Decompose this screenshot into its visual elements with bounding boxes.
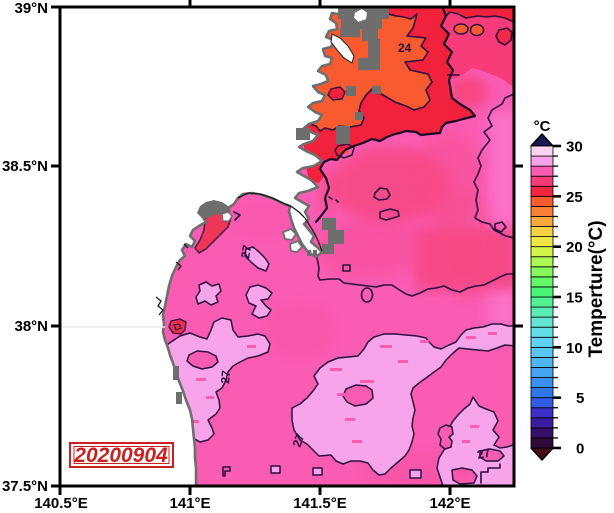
- svg-text:27: 27: [476, 445, 492, 462]
- svg-text:10: 10: [566, 340, 583, 357]
- svg-text:27: 27: [290, 431, 308, 449]
- svg-text:15: 15: [566, 290, 583, 307]
- svg-text:141°E: 141°E: [169, 495, 210, 512]
- svg-text:141.5°E: 141.5°E: [293, 495, 347, 512]
- svg-text:39°N: 39°N: [14, 0, 48, 17]
- svg-text:140.5°E: 140.5°E: [34, 495, 88, 512]
- svg-text:37.5°N: 37.5°N: [2, 478, 48, 495]
- svg-text:142°E: 142°E: [429, 495, 470, 512]
- svg-text:27: 27: [218, 369, 233, 384]
- svg-text:25: 25: [566, 189, 583, 206]
- svg-text:38°N: 38°N: [14, 318, 48, 335]
- svg-text:20200904: 20200904: [73, 444, 168, 467]
- svg-text:24: 24: [398, 41, 412, 55]
- svg-text:20: 20: [566, 239, 583, 256]
- svg-text:Temperture(°C): Temperture(°C): [586, 220, 607, 357]
- svg-text:°C: °C: [534, 118, 551, 135]
- svg-text:30: 30: [566, 139, 583, 156]
- svg-text:27: 27: [238, 244, 254, 260]
- svg-text:5: 5: [576, 390, 584, 407]
- svg-text:38.5°N: 38.5°N: [2, 158, 48, 175]
- svg-text:0: 0: [576, 441, 584, 458]
